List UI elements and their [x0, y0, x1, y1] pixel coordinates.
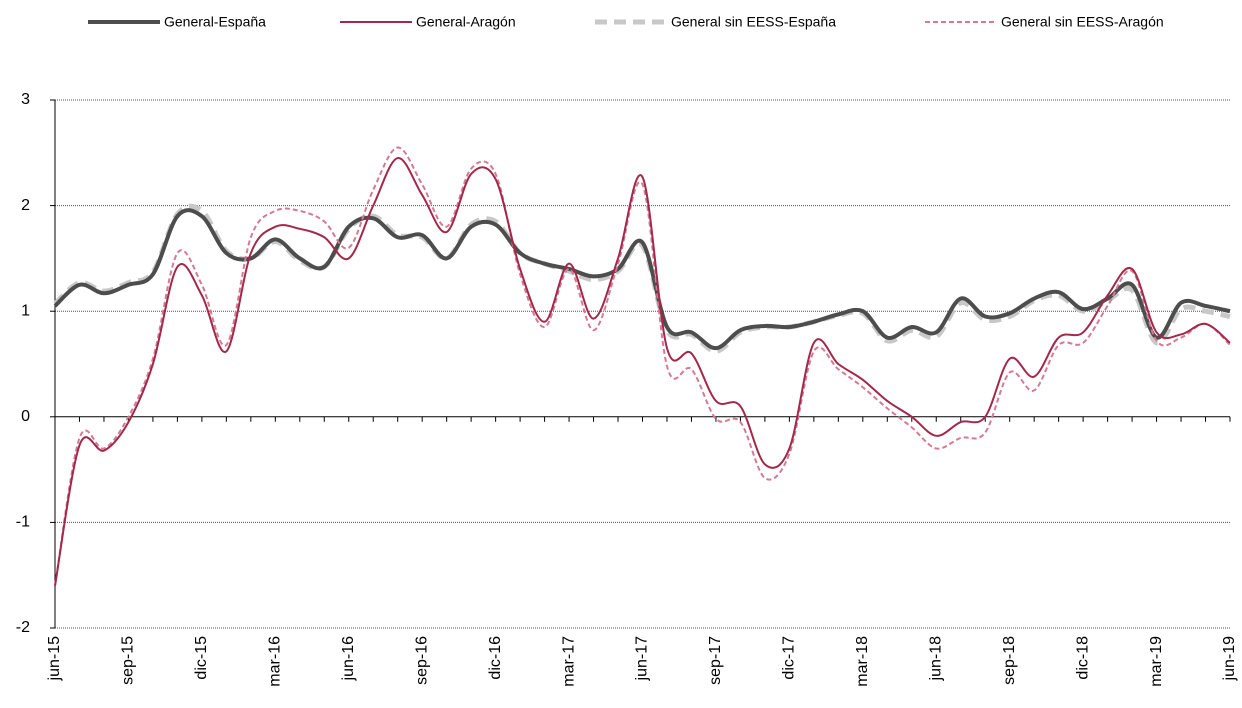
x-tick-label: jun-17	[634, 636, 651, 682]
legend-label: General sin EESS-Aragón	[1001, 14, 1164, 30]
legend-label: General-Aragón	[416, 14, 516, 30]
y-tick-label: 0	[21, 408, 30, 425]
x-tick-label: dic-15	[193, 636, 210, 680]
y-tick-label: 3	[21, 91, 30, 108]
x-tick-label: sep-18	[1001, 636, 1018, 685]
x-tick-label: sep-15	[120, 636, 137, 685]
y-tick-label: -2	[16, 619, 30, 636]
x-tick-label: sep-17	[707, 636, 724, 685]
legend-label: General sin EESS-España	[671, 14, 836, 30]
y-tick-label: 1	[21, 302, 30, 319]
x-tick-label: jun-16	[340, 636, 357, 682]
x-tick-label: mar-17	[560, 636, 577, 687]
y-tick-label: -1	[16, 514, 30, 531]
series-line	[54, 146, 1231, 586]
x-tick-label: mar-19	[1148, 636, 1165, 687]
x-tick-label: dic-16	[487, 636, 504, 680]
y-tick-label: 2	[21, 197, 30, 214]
x-tick-label: sep-16	[413, 636, 430, 685]
legend-label: General-España	[164, 14, 266, 30]
series-line	[53, 208, 1231, 351]
x-tick-label: mar-18	[854, 636, 871, 687]
x-tick-label: mar-16	[267, 636, 284, 687]
x-tick-label: dic-17	[781, 636, 798, 680]
x-tick-label: jun-15	[46, 636, 63, 682]
x-tick-label: jun-19	[1221, 636, 1238, 682]
x-tick-label: dic-18	[1074, 636, 1091, 680]
series-line	[54, 157, 1231, 586]
x-tick-label: jun-18	[927, 636, 944, 682]
